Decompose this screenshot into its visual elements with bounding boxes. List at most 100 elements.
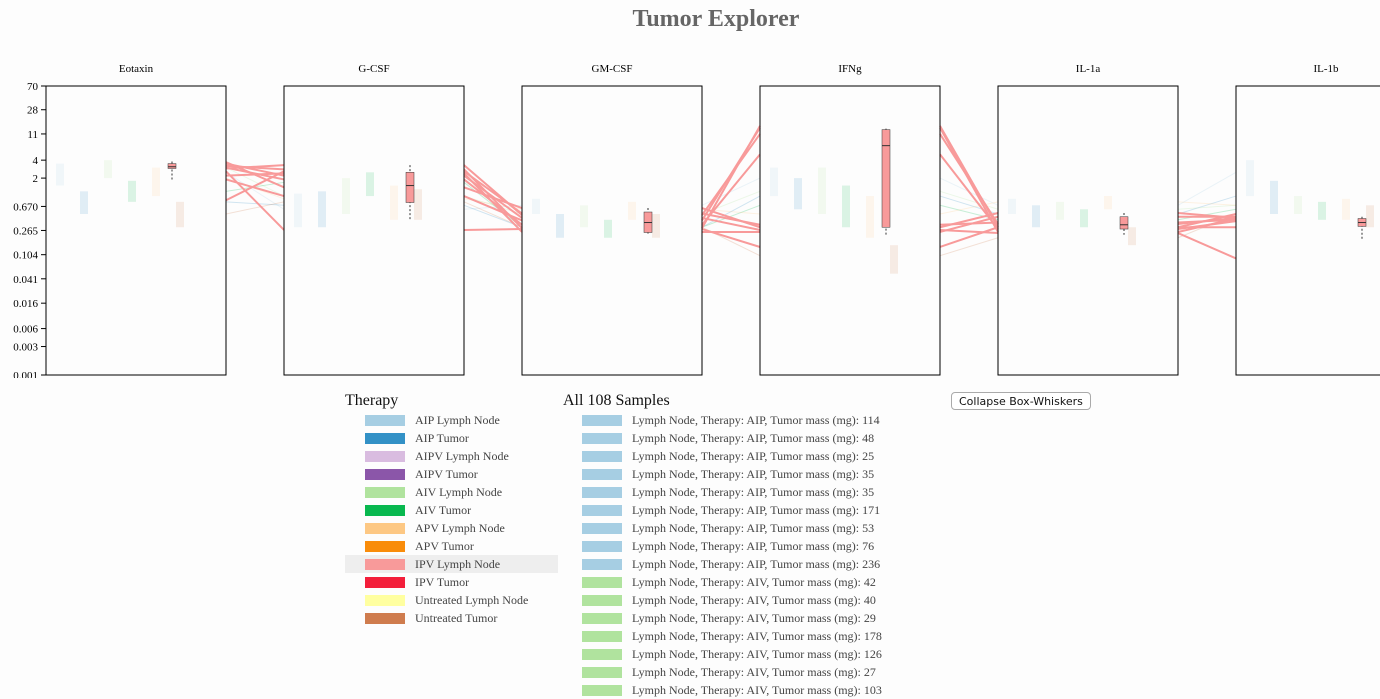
therapy-legend-label: IPV Lymph Node — [415, 556, 501, 571]
sample-legend-label: Lymph Node, Therapy: AIP, Tumor mass (mg… — [632, 448, 875, 463]
sample-legend-item[interactable]: Lymph Node, Therapy: AIP, Tumor mass (mg… — [582, 501, 1102, 519]
y-tick-label: 11 — [27, 129, 38, 141]
background-line — [1177, 201, 1237, 206]
sample-line — [463, 195, 523, 222]
therapy-legend-swatch — [365, 486, 405, 498]
background-box — [1104, 196, 1112, 210]
background-box — [318, 191, 326, 228]
therapy-legend-label: IPV Tumor — [415, 574, 470, 589]
therapy-legend-item[interactable]: Untreated Lymph Node — [345, 591, 558, 609]
sample-legend-item[interactable]: Lymph Node, Therapy: AIP, Tumor mass (mg… — [582, 537, 1102, 555]
therapy-legend-item[interactable]: AIPV Lymph Node — [345, 447, 558, 465]
therapy-legend-item[interactable]: Untreated Tumor — [345, 609, 558, 627]
therapy-legend-label: AIV Tumor — [415, 502, 472, 517]
background-box — [1032, 205, 1040, 228]
background-box — [414, 189, 422, 220]
sample-legend-swatch — [582, 504, 622, 516]
sample-legend-item[interactable]: Lymph Node, Therapy: AIV, Tumor mass (mg… — [582, 663, 1102, 681]
therapy-legend-item[interactable]: AIV Tumor — [345, 501, 558, 519]
sample-legend-item[interactable]: Lymph Node, Therapy: AIP, Tumor mass (mg… — [582, 519, 1102, 537]
sample-legend-item[interactable]: Lymph Node, Therapy: AIV, Tumor mass (mg… — [582, 609, 1102, 627]
background-layer — [56, 160, 1374, 274]
panel-title: G-CSF — [358, 63, 389, 75]
background-box — [794, 178, 802, 210]
therapy-legend-item[interactable]: IPV Tumor — [345, 573, 558, 591]
background-box — [1342, 198, 1350, 220]
sample-legend-item[interactable]: Lymph Node, Therapy: AIV, Tumor mass (mg… — [582, 573, 1102, 591]
therapy-legend-label: AIV Lymph Node — [415, 484, 503, 499]
background-box — [1270, 180, 1278, 215]
therapy-legend-item[interactable]: APV Tumor — [345, 537, 558, 555]
sample-legend-swatch — [582, 414, 622, 426]
background-line — [939, 190, 999, 210]
sample-legend-swatch — [582, 432, 622, 444]
sample-line — [463, 170, 523, 215]
therapy-legend-item[interactable]: APV Lymph Node — [345, 519, 558, 537]
sample-legend-swatch — [582, 612, 622, 624]
sample-legend-swatch — [582, 576, 622, 588]
therapy-legend-label: AIP Tumor — [415, 430, 469, 445]
background-box — [770, 167, 778, 197]
therapy-legend: AIP Lymph Node AIP Tumor AIPV Lymph Node AI… — [345, 411, 558, 627]
sample-legend-label: Lymph Node, Therapy: AIV, Tumor mass (mg… — [632, 610, 876, 625]
sample-legend-item[interactable]: Lymph Node, Therapy: AIV, Tumor mass (mg… — [582, 591, 1102, 609]
therapy-legend-swatch — [365, 612, 405, 624]
sample-legend-label: Lymph Node, Therapy: AIP, Tumor mass (mg… — [632, 484, 875, 499]
background-box — [628, 201, 636, 220]
therapy-legend-swatch — [365, 576, 405, 588]
samples-legend-title: All 108 Samples — [563, 392, 670, 409]
sample-line — [701, 216, 761, 231]
sample-legend-item[interactable]: Lymph Node, Therapy: AIV, Tumor mass (mg… — [582, 645, 1102, 663]
background-box — [56, 163, 64, 186]
therapy-legend-item[interactable]: AIPV Tumor — [345, 465, 558, 483]
therapy-legend-item[interactable]: AIP Tumor — [345, 429, 558, 447]
sample-legend-label: Lymph Node, Therapy: AIP, Tumor mass (mg… — [632, 502, 881, 517]
sample-legend-label: Lymph Node, Therapy: AIV, Tumor mass (mg… — [632, 646, 882, 661]
page-title: Tumor Explorer — [632, 6, 800, 32]
sample-legend-item[interactable]: Lymph Node, Therapy: AIP, Tumor mass (mg… — [582, 465, 1102, 483]
therapy-legend-swatch — [365, 468, 405, 480]
sample-line — [701, 127, 761, 221]
sample-legend-item[interactable]: Lymph Node, Therapy: AIP, Tumor mass (mg… — [582, 411, 1102, 429]
therapy-legend-label: AIP Lymph Node — [415, 412, 500, 427]
y-tick-label: 0.001 — [13, 370, 38, 378]
therapy-legend-item[interactable]: IPV Lymph Node — [345, 555, 558, 573]
sample-legend-swatch — [582, 522, 622, 534]
sample-legend-item[interactable]: Lymph Node, Therapy: AIP, Tumor mass (mg… — [582, 447, 1102, 465]
panel-frame — [45, 85, 227, 376]
background-box — [652, 214, 660, 238]
background-box — [818, 167, 826, 215]
background-box — [390, 185, 398, 220]
background-box — [1056, 201, 1064, 220]
therapy-legend-label: Untreated Lymph Node — [415, 592, 529, 607]
therapy-legend-item[interactable]: AIV Lymph Node — [345, 483, 558, 501]
collapse-box-whiskers-button[interactable]: Collapse Box-Whiskers — [951, 392, 1091, 410]
y-tick-label: 28 — [27, 105, 39, 117]
sample-legend-swatch — [582, 540, 622, 552]
background-line — [1177, 195, 1237, 215]
background-box — [128, 180, 136, 202]
sample-legend-item[interactable]: Lymph Node, Therapy: AIP, Tumor mass (mg… — [582, 483, 1102, 501]
therapy-legend-label: APV Tumor — [415, 538, 474, 553]
sample-line — [463, 172, 523, 233]
background-line — [939, 237, 999, 257]
sample-line — [463, 228, 523, 231]
panel-title: IL-1a — [1076, 63, 1101, 75]
sample-legend-item[interactable]: Lymph Node, Therapy: AIP, Tumor mass (mg… — [582, 555, 1102, 573]
y-tick-label: 70 — [27, 81, 39, 93]
background-line — [1177, 204, 1237, 210]
panel-title: IFNg — [838, 63, 862, 75]
sample-legend-label: Lymph Node, Therapy: AIP, Tumor mass (mg… — [632, 520, 875, 535]
sample-line — [225, 178, 285, 198]
background-box — [104, 160, 112, 179]
background-box — [176, 201, 184, 228]
background-line — [225, 201, 285, 206]
background-box — [1128, 227, 1136, 246]
panel-frame — [1235, 85, 1380, 376]
sample-legend-item[interactable]: Lymph Node, Therapy: AIP, Tumor mass (mg… — [582, 429, 1102, 447]
sample-legend-label: Lymph Node, Therapy: AIV, Tumor mass (mg… — [632, 664, 876, 679]
sample-legend-item[interactable]: Lymph Node, Therapy: AIV, Tumor mass (mg… — [582, 681, 1102, 699]
therapy-legend-label: AIPV Lymph Node — [415, 448, 509, 463]
sample-legend-item[interactable]: Lymph Node, Therapy: AIV, Tumor mass (mg… — [582, 627, 1102, 645]
therapy-legend-item[interactable]: AIP Lymph Node — [345, 411, 558, 429]
